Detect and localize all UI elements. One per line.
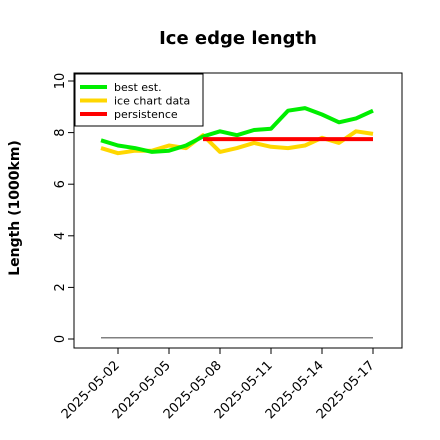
- y-axis-label: Length (1000km): [7, 140, 23, 276]
- legend-label: best est.: [114, 81, 162, 94]
- plot-frame: [73, 72, 403, 349]
- legend-label: ice chart data: [114, 95, 190, 108]
- y-tick-label: 2: [53, 283, 68, 291]
- y-tick-label: 6: [53, 180, 68, 188]
- y-tick-label: 8: [53, 128, 68, 136]
- y-tick-label: 10: [53, 73, 68, 90]
- series-line-0: [100, 106, 374, 154]
- y-tick-label: 4: [53, 232, 68, 240]
- y-tick-label: 0: [53, 335, 68, 343]
- legend-label: persistence: [114, 108, 178, 121]
- chart-title: Ice edge length: [159, 28, 317, 49]
- series-layer: [100, 106, 374, 339]
